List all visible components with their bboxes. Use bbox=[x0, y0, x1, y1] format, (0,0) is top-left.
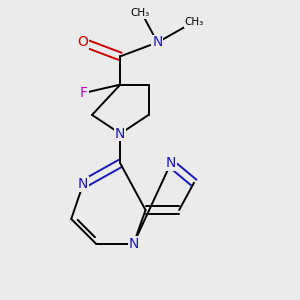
Text: F: F bbox=[80, 86, 88, 100]
Text: N: N bbox=[166, 156, 176, 170]
Text: N: N bbox=[78, 177, 88, 191]
Text: N: N bbox=[115, 127, 125, 141]
Text: CH₃: CH₃ bbox=[184, 17, 204, 27]
Text: CH₃: CH₃ bbox=[131, 8, 150, 18]
Text: O: O bbox=[78, 35, 88, 50]
Text: N: N bbox=[128, 237, 139, 250]
Text: N: N bbox=[152, 35, 163, 50]
